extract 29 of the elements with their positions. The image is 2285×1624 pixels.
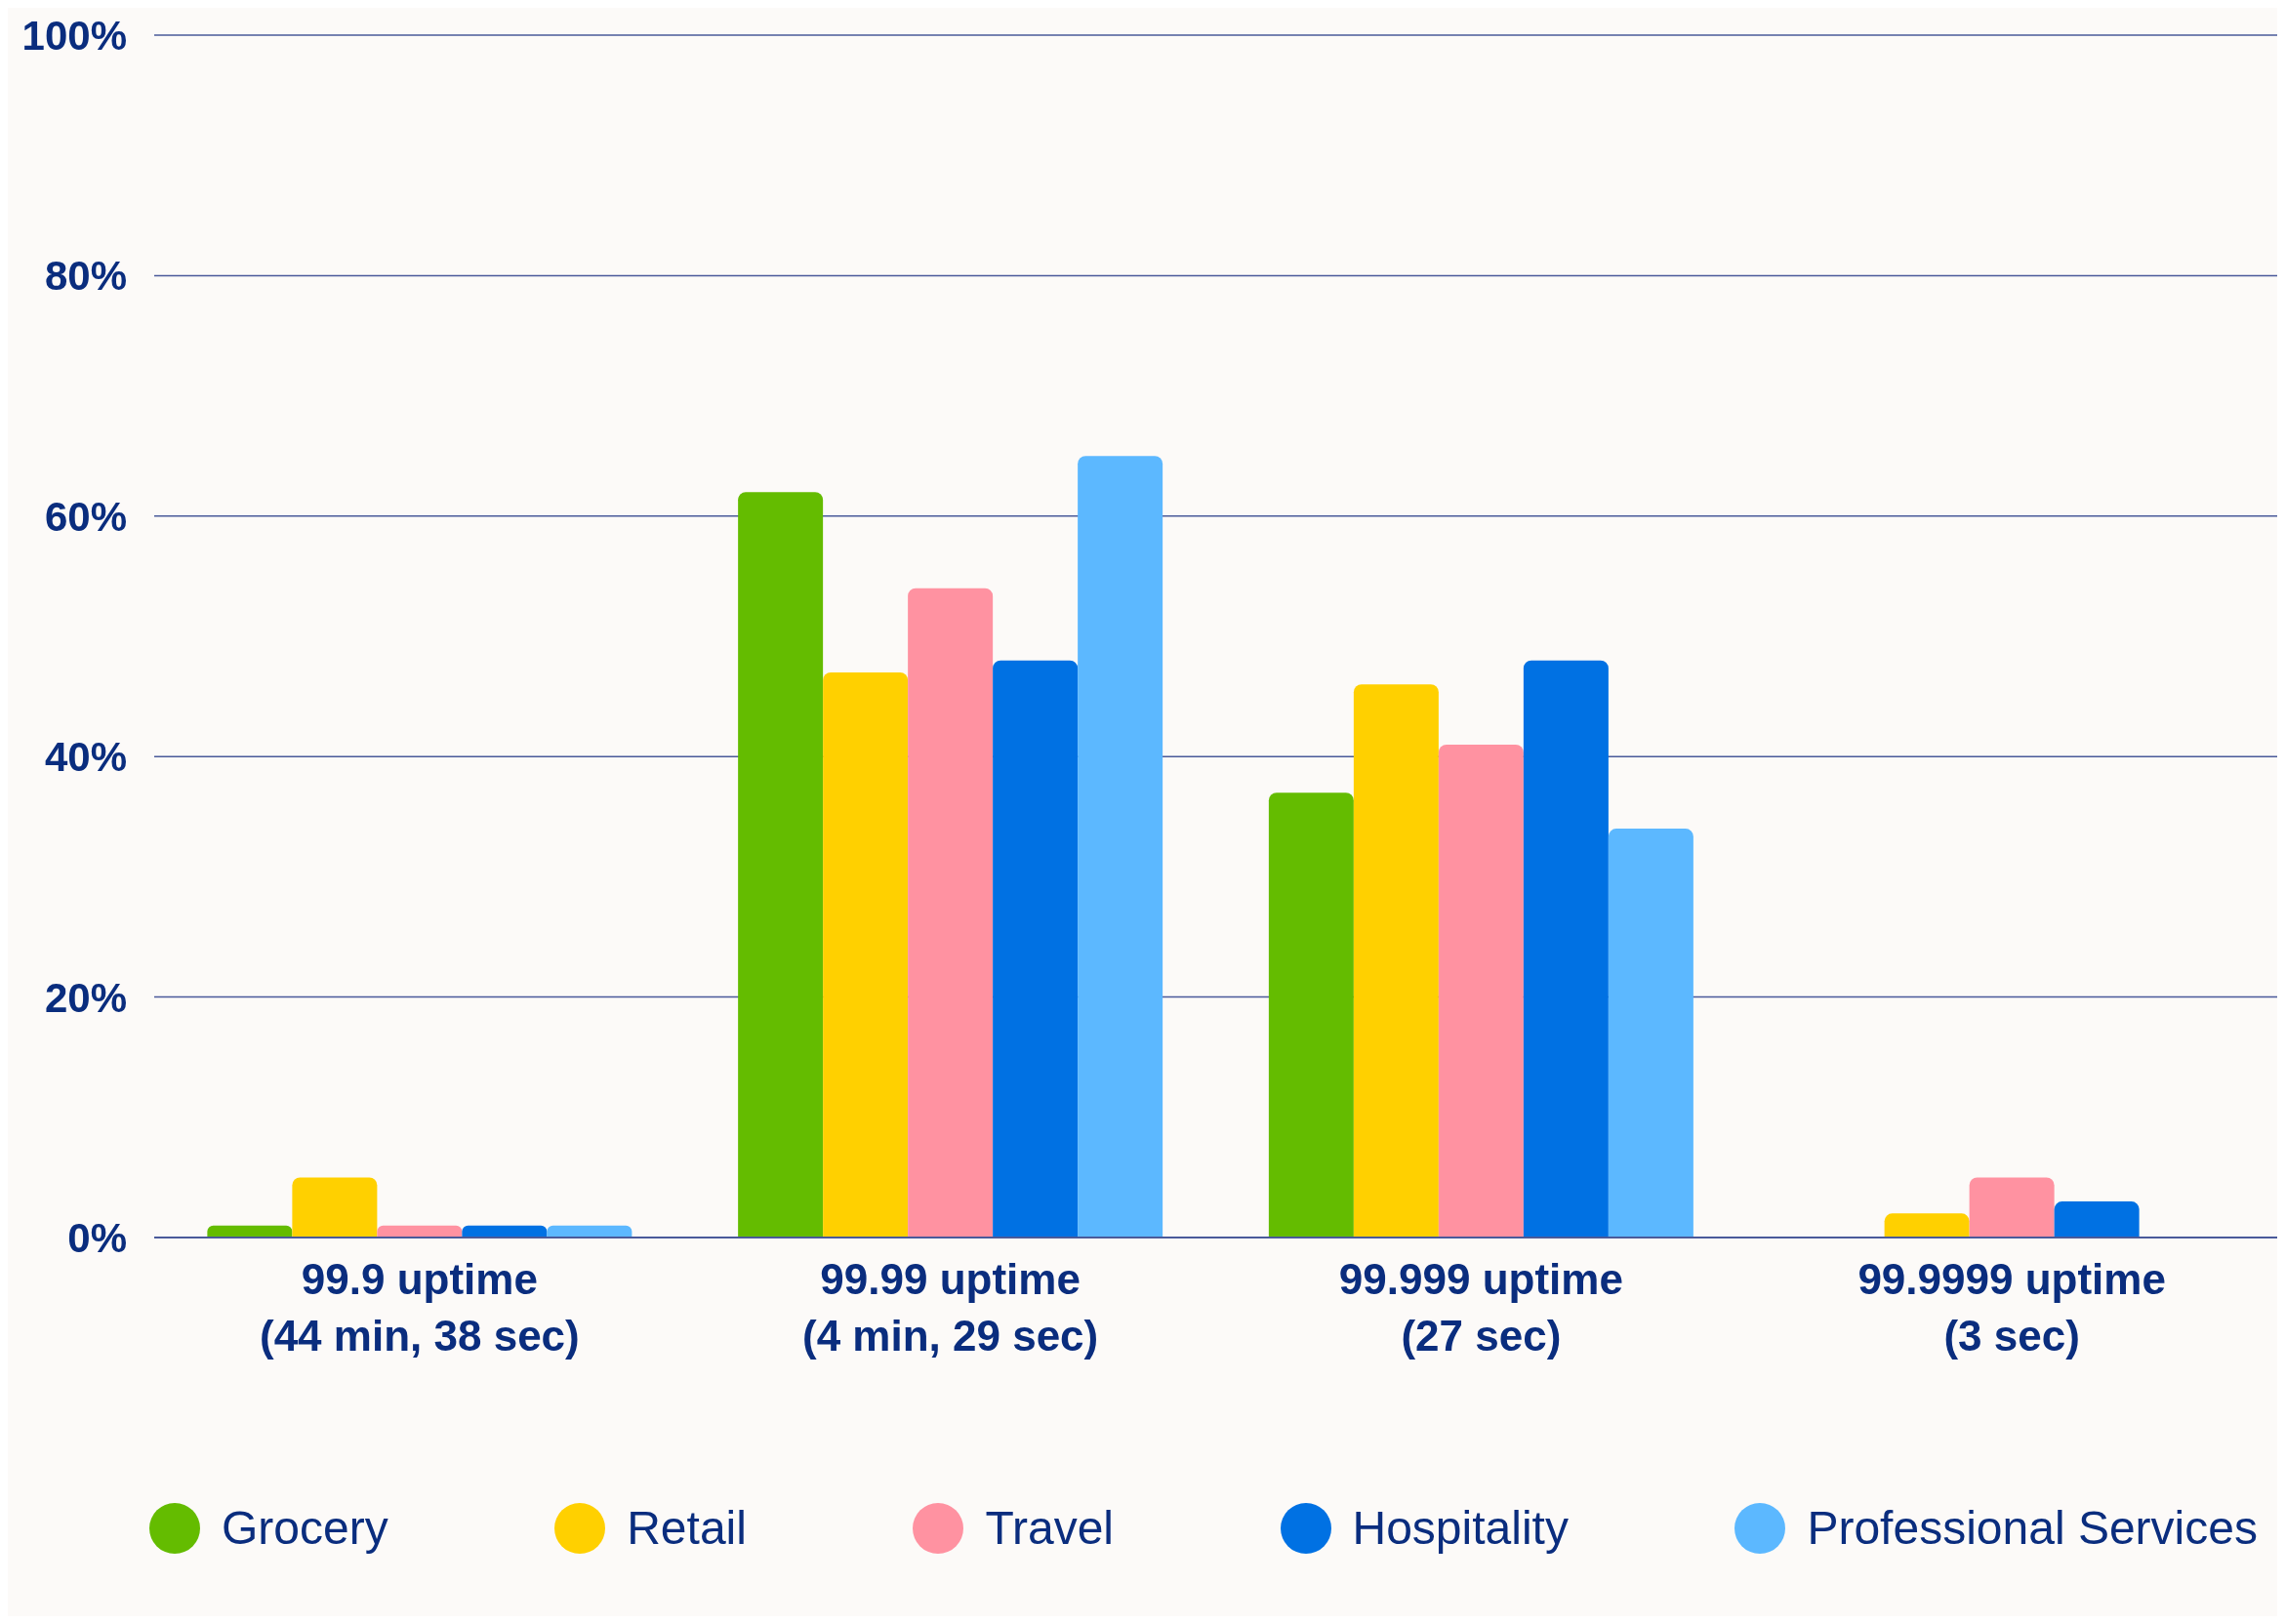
bar [1969,1177,2055,1238]
bar [1268,792,1354,1238]
bar [2054,1201,2140,1238]
bar [1438,744,1524,1238]
bar [1353,684,1439,1238]
y-tick-label: 100% [21,12,127,59]
bar [738,492,824,1238]
y-tick-label: 20% [44,974,127,1021]
legend-label: Hospitality [1352,1501,1569,1555]
bar [908,588,994,1238]
bar [823,671,909,1238]
bar [993,660,1079,1238]
x-tick-label: 99.99 uptime (4 min, 29 sec) [801,1255,1099,1360]
bar [1078,456,1163,1238]
legend-label: Professional Services [1807,1501,2258,1555]
y-tick-label: 0% [67,1214,127,1261]
bar [1884,1213,1970,1238]
y-tick-label: 40% [44,734,127,781]
legend-label: Grocery [222,1501,388,1555]
x-tick-label: 99.9999 uptime (3 sec) [1857,1255,2166,1360]
x-tick-label: 99.9 uptime (44 min, 38 sec) [260,1255,580,1360]
y-tick-label: 60% [44,493,127,540]
legend-label: Travel [985,1501,1114,1555]
bar [1523,660,1609,1238]
x-tick-label: 99.999 uptime (27 sec) [1338,1255,1623,1360]
bar [1608,829,1693,1238]
legend-label: Retail [627,1501,747,1555]
y-tick-label: 80% [44,253,127,300]
bar [292,1177,378,1238]
